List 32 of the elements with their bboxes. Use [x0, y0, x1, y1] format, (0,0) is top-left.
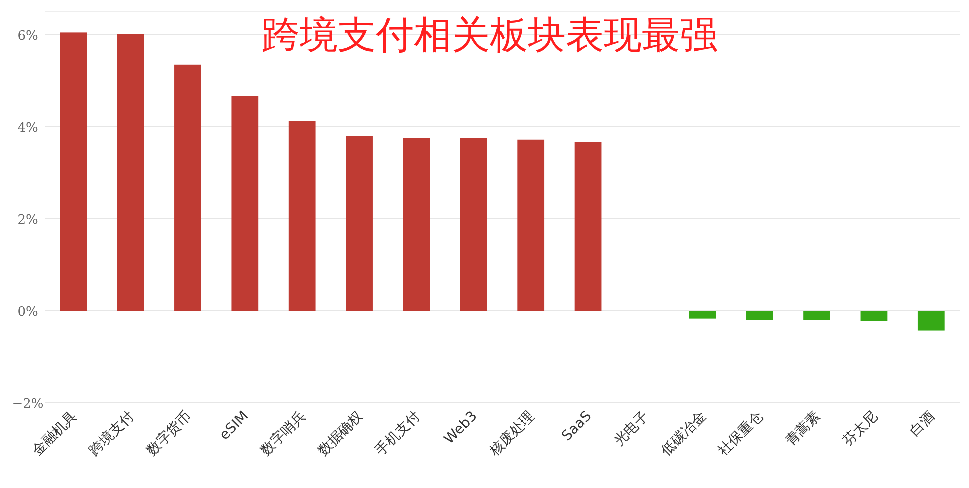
bar — [174, 64, 202, 311]
y-tick-label: 6% — [18, 29, 38, 44]
bar — [60, 32, 88, 311]
y-tick-label: 2% — [18, 213, 38, 228]
x-tick-label: 芬太尼 — [840, 408, 882, 450]
bar — [574, 142, 602, 311]
bar — [689, 311, 716, 319]
x-tick-label: 光电子 — [611, 408, 652, 450]
chart-title: 跨境支付相关板块表现最强 — [262, 13, 718, 57]
x-tick-label: 社保重仓 — [716, 408, 767, 460]
bar — [804, 311, 830, 320]
bar — [746, 311, 774, 320]
bar — [232, 96, 259, 311]
bar — [860, 311, 888, 322]
bar — [403, 138, 430, 311]
y-tick-label: 0% — [18, 305, 38, 320]
bar — [460, 138, 488, 311]
x-tick-label: 数字哨兵 — [258, 408, 310, 460]
bar — [288, 121, 316, 311]
bar — [117, 34, 144, 311]
x-tick-label: 数据确权 — [315, 408, 366, 460]
bar — [518, 140, 545, 311]
x-tick-label: 青蒿素 — [782, 408, 824, 450]
bar — [918, 311, 945, 331]
x-tick-label: 白酒 — [907, 408, 938, 440]
y-tick-label: 4% — [18, 121, 38, 136]
x-tick-label: 数字货币 — [144, 408, 195, 460]
x-tick-label: 手机支付 — [372, 408, 424, 460]
x-tick-label: 低碳冶金 — [658, 408, 710, 460]
bar — [346, 136, 373, 311]
x-tick-label: 跨境支付 — [86, 408, 138, 460]
x-tick-label: 核废处理 — [486, 408, 538, 460]
